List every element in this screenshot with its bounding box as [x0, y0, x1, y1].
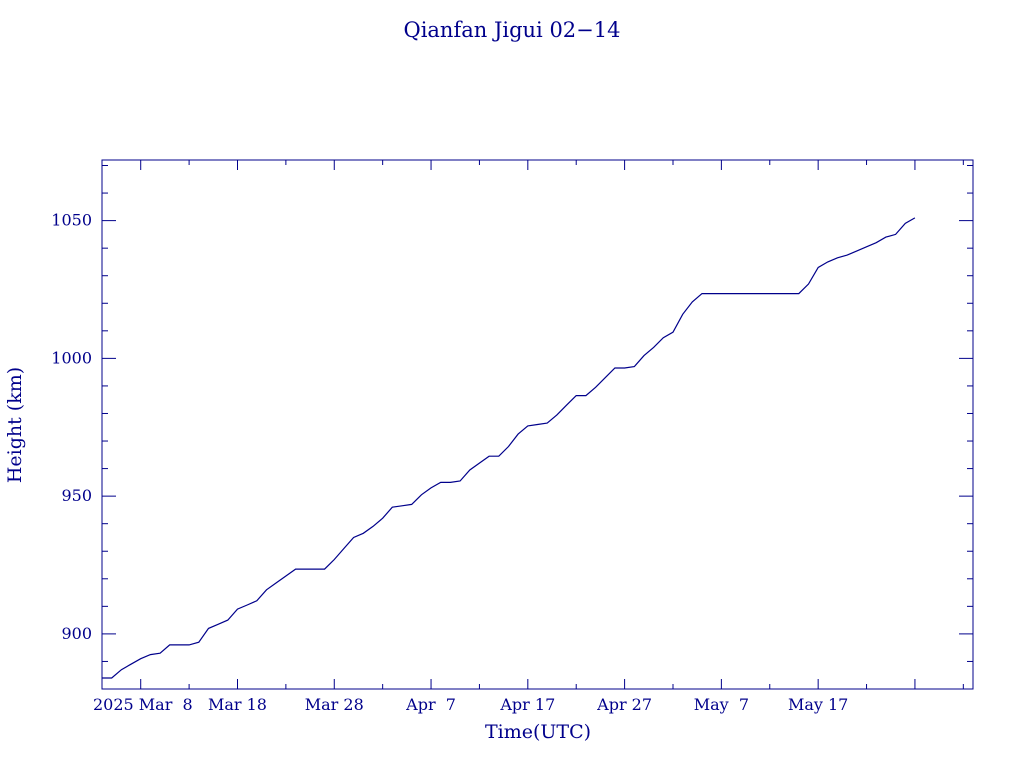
y-axis-label: Height (km) — [4, 367, 26, 483]
x-tick-label: Apr 27 — [596, 695, 652, 714]
y-tick-label: 900 — [61, 624, 92, 643]
x-tick-label: 2025 Mar 8 — [93, 695, 193, 714]
axis-ticks — [102, 160, 973, 690]
x-tick-label: Mar 18 — [208, 695, 267, 714]
plot-frame — [101, 159, 974, 690]
x-tick-label: May 7 — [694, 695, 749, 714]
x-tick-label: May 17 — [788, 695, 848, 714]
height-series-line — [102, 217, 916, 679]
chart-title: Qianfan Jigui 02−14 — [403, 18, 620, 42]
y-tick-label: 950 — [61, 486, 92, 505]
y-tick-label: 1000 — [51, 348, 92, 367]
x-tick-label: Apr 7 — [405, 695, 456, 714]
x-tick-label: Apr 17 — [499, 695, 555, 714]
x-axis-label: Time(UTC) — [485, 721, 591, 743]
tick-labels: 2025 Mar 8 Mar 18 Mar 28 Apr 7 Apr 17 Apr 27 M… — [51, 211, 848, 714]
x-tick-label: Mar 28 — [305, 695, 364, 714]
y-tick-label: 1050 — [51, 211, 92, 230]
